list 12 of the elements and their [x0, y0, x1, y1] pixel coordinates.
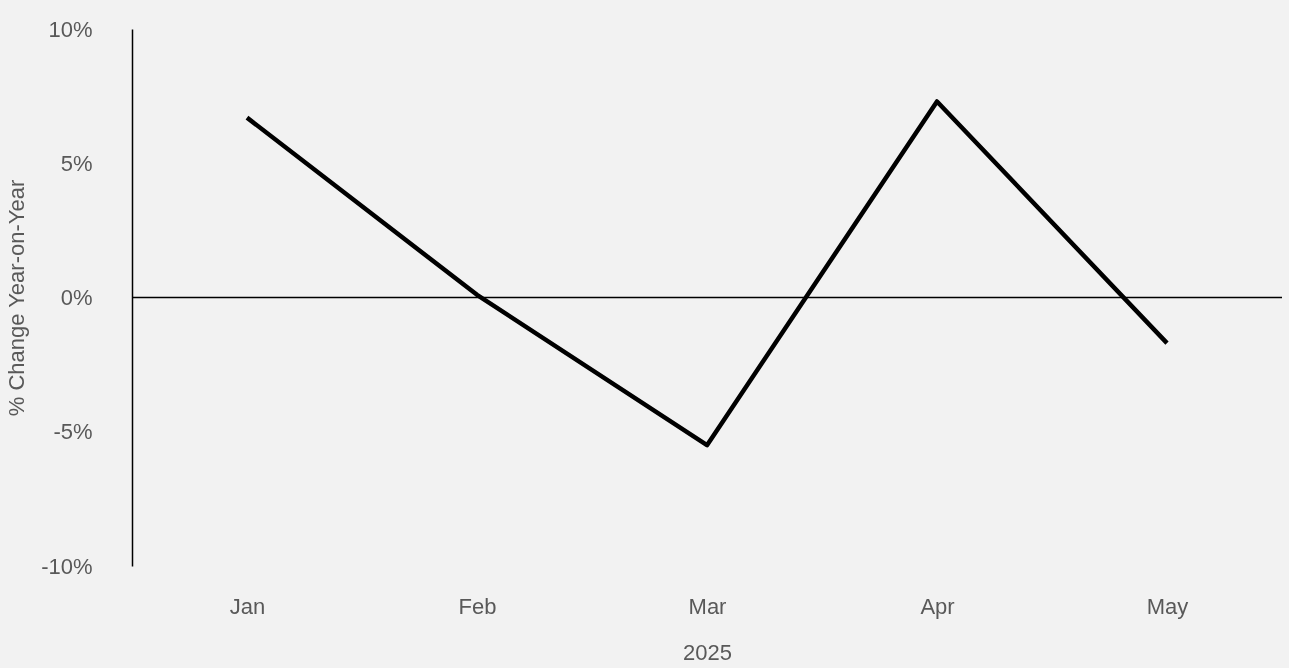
- x-axis-title: 2025: [683, 639, 732, 665]
- y-tick-label: -10%: [41, 553, 93, 579]
- x-tick-label: Feb: [458, 593, 497, 619]
- y-tick-label: 0%: [60, 285, 93, 310]
- x-tick-label: May: [1146, 593, 1189, 619]
- x-tick-label: Mar: [688, 593, 727, 619]
- y-tick-label: -5%: [53, 419, 93, 445]
- x-tick-label: Apr: [920, 593, 955, 619]
- y-tick-label: 10%: [48, 16, 93, 42]
- y-axis-title: % Change Year-on-Year: [4, 179, 30, 417]
- y-tick-label: 5%: [60, 150, 93, 176]
- x-tick-label: Jan: [229, 593, 266, 619]
